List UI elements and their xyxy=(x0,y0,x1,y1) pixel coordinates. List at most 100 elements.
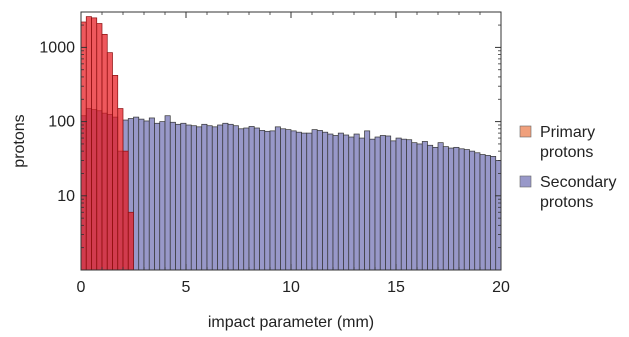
secondary-bar xyxy=(316,130,323,271)
x-tick-label: 10 xyxy=(282,279,300,296)
x-axis: 0 5 10 15 20 xyxy=(77,12,510,296)
secondary-bar xyxy=(211,126,218,271)
secondary-bar xyxy=(474,152,481,271)
y-tick-label: 10 xyxy=(57,188,75,205)
secondary-bar xyxy=(484,155,491,271)
secondary-bar xyxy=(374,136,381,271)
secondary-bar xyxy=(248,126,255,271)
secondary-bar xyxy=(133,116,140,271)
secondary-bar xyxy=(448,147,455,271)
legend-swatch xyxy=(519,125,532,138)
primary-bar xyxy=(85,16,92,271)
secondary-bar xyxy=(343,134,350,271)
primary-bar xyxy=(91,17,98,271)
secondary-bar xyxy=(442,146,449,271)
primary-bar xyxy=(112,75,119,271)
secondary-bar xyxy=(169,121,176,271)
secondary-bar xyxy=(206,125,213,271)
secondary-bar xyxy=(490,156,497,271)
x-tick-label: 15 xyxy=(387,279,405,296)
secondary-bar xyxy=(259,130,266,271)
secondary-bar xyxy=(421,141,428,271)
x-tick-label: 0 xyxy=(77,279,86,296)
primary-bar xyxy=(127,211,134,271)
secondary-bar xyxy=(395,137,402,271)
x-tick-label: 5 xyxy=(182,279,191,296)
secondary-bar xyxy=(238,128,245,271)
secondary-bar xyxy=(143,120,150,271)
x-axis-label: impact parameter (mm) xyxy=(208,314,374,331)
legend-swatch xyxy=(519,175,532,188)
legend-label: Secondary xyxy=(540,174,617,191)
secondary-bar xyxy=(148,117,155,271)
secondary-bar xyxy=(243,127,250,271)
y-tick-label: 1000 xyxy=(39,39,75,56)
secondary-bar xyxy=(280,128,287,271)
secondary-bars xyxy=(80,108,502,271)
secondary-bar xyxy=(406,139,413,271)
secondary-bar xyxy=(301,132,308,271)
primary-bar xyxy=(117,108,124,271)
secondary-bar xyxy=(379,135,386,271)
secondary-bar xyxy=(453,146,460,271)
secondary-bar xyxy=(222,122,229,271)
secondary-bar xyxy=(400,138,407,271)
primary-bar xyxy=(101,33,108,271)
secondary-bar xyxy=(217,124,224,271)
secondary-bar xyxy=(427,144,434,271)
legend-label: protons xyxy=(540,144,593,161)
secondary-bar xyxy=(327,133,334,271)
primary-bars xyxy=(80,16,134,271)
secondary-bar xyxy=(385,135,392,271)
secondary-bar xyxy=(495,160,502,271)
secondary-bar xyxy=(227,123,234,271)
y-axis-label: protons xyxy=(11,114,28,167)
secondary-bar xyxy=(322,131,329,271)
secondary-bar xyxy=(285,129,292,271)
secondary-bar xyxy=(232,125,239,271)
secondary-bar xyxy=(416,143,423,271)
x-tick-label: 20 xyxy=(492,279,510,296)
secondary-bar xyxy=(175,123,182,271)
secondary-bar xyxy=(358,137,365,271)
secondary-bar xyxy=(196,126,203,271)
secondary-bar xyxy=(479,154,486,271)
legend: Primary protons Secondary protons xyxy=(519,124,617,211)
secondary-bar xyxy=(306,132,313,271)
secondary-bar xyxy=(369,138,376,271)
legend-label: Primary xyxy=(540,124,595,141)
secondary-bar xyxy=(337,132,344,271)
secondary-bar xyxy=(180,122,187,271)
secondary-bar xyxy=(138,118,145,271)
secondary-bar xyxy=(353,133,360,271)
secondary-bar xyxy=(190,125,197,271)
y-tick-label: 100 xyxy=(48,114,75,131)
secondary-bar xyxy=(348,136,355,271)
secondary-bar xyxy=(311,129,318,271)
secondary-bar xyxy=(458,148,465,271)
secondary-bar xyxy=(185,124,192,271)
secondary-bar xyxy=(201,123,208,271)
primary-bar xyxy=(122,150,129,271)
secondary-bar xyxy=(332,135,339,271)
secondary-bar xyxy=(159,121,166,271)
secondary-bar xyxy=(437,142,444,271)
secondary-bar xyxy=(264,130,271,271)
secondary-bar xyxy=(274,126,281,271)
secondary-bar xyxy=(154,122,161,271)
primary-bar xyxy=(106,52,113,271)
secondary-bar xyxy=(269,130,276,271)
y-axis: 10 100 1000 xyxy=(39,11,501,249)
secondary-bar xyxy=(432,146,439,271)
secondary-bar xyxy=(290,130,297,271)
secondary-bar xyxy=(164,115,171,271)
secondary-bar xyxy=(411,142,418,271)
legend-label: protons xyxy=(540,194,593,211)
primary-bar xyxy=(96,23,103,271)
secondary-bar xyxy=(253,127,260,271)
secondary-bar xyxy=(463,149,470,271)
secondary-bar xyxy=(364,130,371,271)
secondary-bar xyxy=(390,140,397,271)
